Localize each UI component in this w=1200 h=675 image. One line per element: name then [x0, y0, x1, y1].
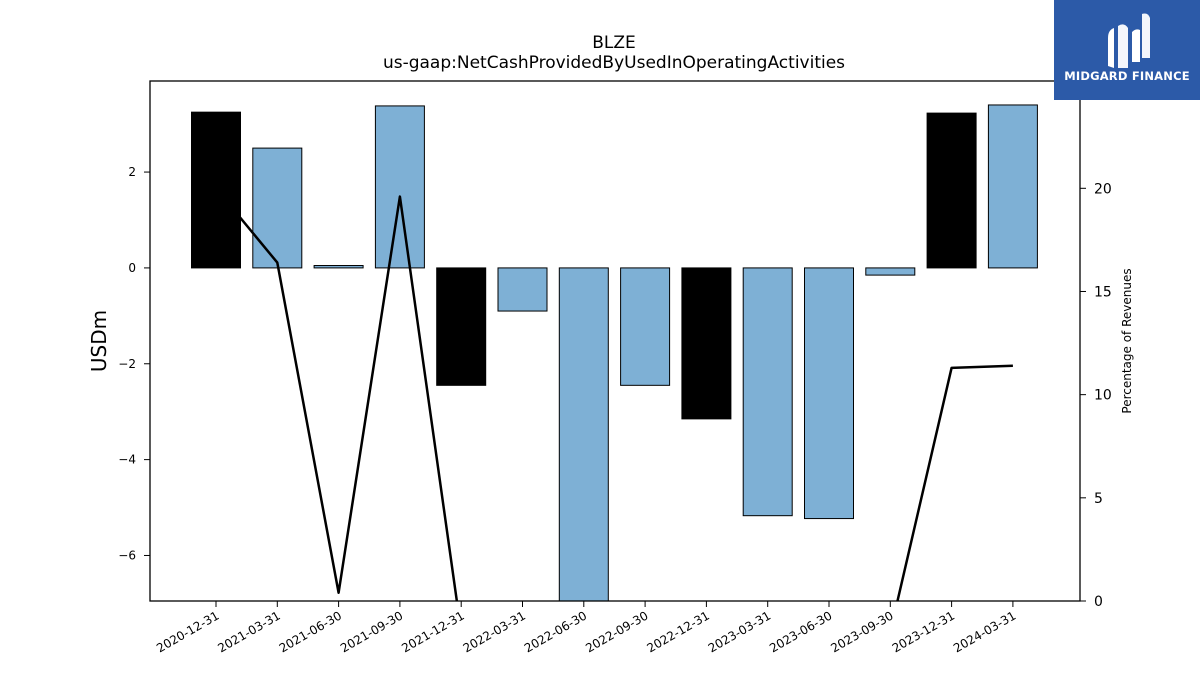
x-tick-label: 2021-03-31	[215, 608, 282, 655]
chart-subtitle: us-gaap:NetCashProvidedByUsedInOperating…	[383, 53, 845, 73]
y2-tick-label: 0	[1094, 594, 1103, 610]
y-tick-label: −4	[118, 453, 136, 467]
bar-2021-09-30	[374, 105, 425, 269]
bar-2022-09-30	[620, 267, 671, 386]
y2-axis-label: Percentage of Revenues	[1120, 268, 1134, 413]
bar-2021-03-31	[252, 147, 303, 269]
x-tick-label: 2021-06-30	[277, 608, 344, 655]
y2-tick-label: 5	[1094, 491, 1103, 507]
x-axis: 2020-12-312021-03-312021-06-302021-09-30…	[154, 601, 1018, 655]
bar-2021-06-30	[313, 265, 364, 269]
bar-2023-03-31	[742, 267, 793, 517]
plot-frame	[149, 80, 1081, 602]
y-tick-label: −6	[118, 548, 136, 562]
x-tick-label: 2023-03-31	[706, 608, 773, 655]
x-tick-label: 2022-12-31	[644, 608, 711, 655]
bar-2023-12-31	[926, 112, 977, 269]
y2-tick-label: 10	[1094, 388, 1112, 404]
y-axis-label: USDm	[87, 310, 111, 372]
y-tick-label: 2	[128, 165, 136, 179]
bar-group	[191, 104, 1038, 602]
bar-2022-06-30	[558, 267, 609, 602]
bar-2022-12-31	[681, 267, 732, 420]
bar-2024-03-31	[987, 104, 1038, 269]
x-tick-label: 2024-03-31	[951, 608, 1018, 655]
x-tick-label: 2023-06-30	[767, 608, 834, 655]
x-tick-label: 2021-12-31	[399, 608, 466, 655]
x-tick-label: 2020-12-31	[154, 608, 221, 655]
brand-logo: MIDGARD FINANCE	[1054, 0, 1200, 100]
y-axis-left: −6 −4 −2 0 2	[118, 165, 150, 562]
chart-title: BLZE	[592, 33, 636, 53]
x-tick-label: 2023-12-31	[890, 608, 957, 655]
y-axis-right: 0 5 10 15 20	[1080, 181, 1112, 610]
x-tick-label: 2023-09-30	[828, 608, 895, 655]
x-tick-label: 2022-03-31	[461, 608, 528, 655]
x-tick-label: 2022-09-30	[583, 608, 650, 655]
revenue-pct-line-segment-0	[215, 187, 459, 601]
y2-tick-label: 15	[1094, 284, 1112, 300]
x-tick-label: 2022-06-30	[522, 608, 589, 655]
midgard-m-logo-icon	[1108, 13, 1150, 68]
y-tick-label: −2	[118, 357, 136, 371]
bar-2023-09-30	[865, 267, 916, 276]
y-tick-label: 0	[128, 261, 136, 275]
brand-name: MIDGARD FINANCE	[1064, 69, 1190, 83]
bar-2022-03-31	[497, 267, 548, 312]
bar-2021-12-31	[436, 267, 487, 386]
line-layer	[215, 187, 1013, 601]
bar-2023-06-30	[804, 267, 854, 520]
y2-tick-label: 20	[1094, 181, 1112, 197]
revenue-pct-line-segment-1	[896, 364, 1013, 601]
x-tick-label: 2021-09-30	[338, 608, 405, 655]
